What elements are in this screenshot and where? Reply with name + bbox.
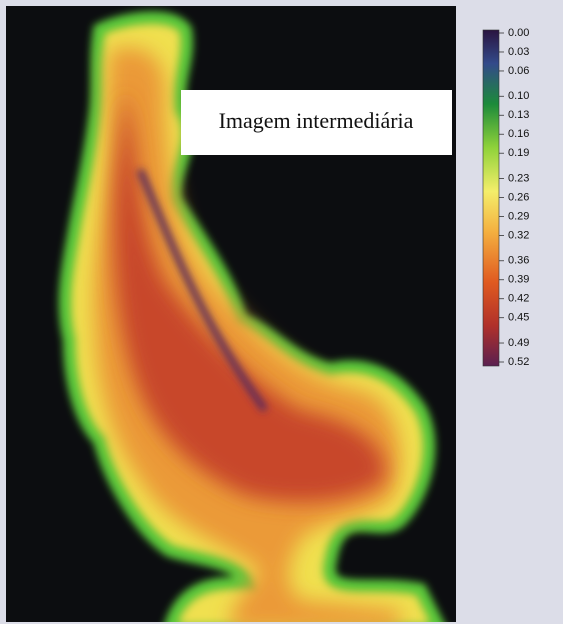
colorbar-tick-label: 0.00 xyxy=(508,27,529,39)
colorbar-tick-label: 0.49 xyxy=(508,337,529,349)
colorbar xyxy=(483,30,499,366)
colorbar-tick-label: 0.23 xyxy=(508,172,529,184)
colorbar-tick-label: 0.45 xyxy=(508,312,529,324)
colorbar-tick-label: 0.42 xyxy=(508,293,529,305)
colorbar-tick-label: 0.16 xyxy=(508,128,529,140)
colorbar-tick-label: 0.26 xyxy=(508,191,529,203)
screen: Imagem intermediária 0.00 0.03 0.06 0.10 0.1… xyxy=(0,0,563,624)
colorbar-tick-label: 0.39 xyxy=(508,274,529,286)
colorbar-tick-label: 0.36 xyxy=(508,255,529,267)
colorbar-tick-label: 0.13 xyxy=(508,109,529,121)
colorbar-tick-label: 0.03 xyxy=(508,46,529,58)
colorbar-tick-label: 0.06 xyxy=(508,65,529,77)
colorbar-tick-label: 0.29 xyxy=(508,210,529,222)
colorbar-tick-label: 0.52 xyxy=(508,356,529,368)
image-label: Imagem intermediária xyxy=(219,108,414,133)
colorbar-tick-label: 0.19 xyxy=(508,147,529,159)
colorbar-tick-label: 0.32 xyxy=(508,229,529,241)
colorbar-tick-label: 0.10 xyxy=(508,90,529,102)
